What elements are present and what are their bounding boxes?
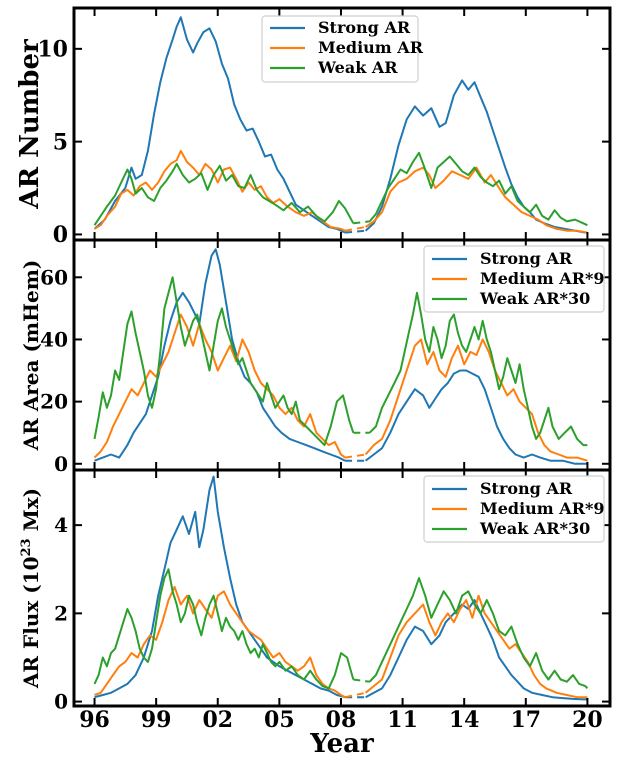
ar-area-series-weak-line-late [368,291,588,447]
legend-label-medium: Medium AR [318,38,424,57]
ar-flux-series-medium-line-late [364,594,588,699]
legend-label-weak: Weak AR [317,58,398,77]
ar-number-y-axis-title: AR Number [15,39,45,210]
ar-flux-series-group [93,475,589,701]
x-tick-label: 96 [79,707,110,733]
ar-area-y-tick-label: 40 [40,327,68,351]
x-tick-label: 05 [264,707,295,733]
ar-number-y-tick-label: 5 [53,129,68,155]
ar-number-series-group [93,16,588,234]
ar-number-series-weak-line-late [368,151,588,227]
ar-flux-y-title-main: AR Flux (10 [19,556,43,689]
ar-number-series-strong-gap-dashed [345,229,366,234]
ar-flux-y-tick-label: 4 [54,513,68,537]
ar-number-series-medium-line [93,149,346,232]
ar-number-y-tick-label: 0 [53,222,68,248]
legend-label-medium: Medium AR*9 [480,269,605,288]
ar-flux-legend-box [423,475,605,543]
legend-label-weak: Weak AR*30 [479,289,590,308]
ar-number-series-strong-line [93,16,346,234]
ar-area-series-strong-line-late [364,369,588,465]
ar-number-series-medium-gap-dashed [344,226,366,232]
x-tick-label: 20 [572,707,603,733]
x-tick-label: 02 [202,707,233,733]
ar-area-y-tick-label: 20 [40,390,68,414]
ar-area-series-medium-gap-dashed [344,453,366,459]
ar-area-legend: Strong AR Medium AR*9 Weak AR*30 [423,245,605,313]
ar-flux-ticks: 0 2 4 [54,470,610,714]
legend-label-weak: Weak AR*30 [479,519,590,538]
x-axis-title: Year [309,729,374,758]
ar-flux-y-tick-label: 0 [54,690,68,714]
ar-area-series-medium-line-late [364,338,588,462]
legend-label-strong: Strong AR [480,479,573,498]
ar-area-legend-box [423,245,605,313]
panel-ar-flux: 0 2 4 AR Flux (1023 Mx) Strong AR Medium A… [19,468,612,714]
ar-flux-series-strong-line-late [365,599,588,701]
legend-label-strong: Strong AR [318,18,411,37]
panel-ar-area: 0 20 40 60 AR Area (mHem) Strong AR Medium … [19,238,612,476]
ar-number-y-tick-label: 10 [37,37,68,63]
ar-flux-series-weak-gap-dashed [353,678,370,683]
x-tick-label: 08 [326,707,357,733]
ar-number-series-medium-line-late [365,166,588,234]
ar-area-series-weak-line [93,276,355,447]
ar-flux-series-weak-line-late [368,577,589,690]
legend-label-medium: Medium AR*9 [480,499,605,518]
ar-area-y-tick-label: 0 [54,452,68,476]
ar-flux-y-title-tail: Mx) [19,488,43,539]
ar-area-y-tick-label: 60 [40,265,68,289]
ar-flux-legend: Strong AR Medium AR*9 Weak AR*30 [423,475,605,543]
panel-ar-number: 0 5 10 AR Number Strong AR Medium AR Weak … [15,6,612,248]
x-tick-label: 99 [141,707,172,733]
x-tick-label: 11 [387,707,418,733]
ar-number-legend: Strong AR Medium AR Weak AR [261,15,424,83]
ar-flux-series-medium-line [94,585,346,699]
ar-number-series-strong-line-late [364,79,586,234]
x-tick-label: 14 [449,707,480,733]
ar-flux-series-strong-line [94,475,346,699]
ar-number-series-weak-gap-dashed [353,220,370,225]
ar-flux-y-tick-label: 2 [54,601,68,625]
x-axis-ticks: 96 99 02 05 08 11 14 17 20 [79,707,602,733]
ar-flux-series-weak-line [93,568,355,690]
ar-flux-series-medium-gap-dashed [344,691,366,699]
ar-number-legend-box [261,15,419,83]
ar-area-ticks: 0 20 40 60 [40,240,610,476]
ar-number-series-weak-line [93,162,355,226]
x-tick-label: 17 [510,707,541,733]
ar-flux-y-title-exponent: 23 [19,538,34,556]
ar-area-series-group [93,248,588,465]
ar-flux-frame [72,468,612,708]
ar-area-y-axis-title: AR Area (mHem) [19,260,43,452]
ar-flux-y-axis-title: AR Flux (1023 Mx) [19,488,43,689]
legend-label-strong: Strong AR [480,249,573,268]
ar-area-series-strong-line [94,248,346,462]
